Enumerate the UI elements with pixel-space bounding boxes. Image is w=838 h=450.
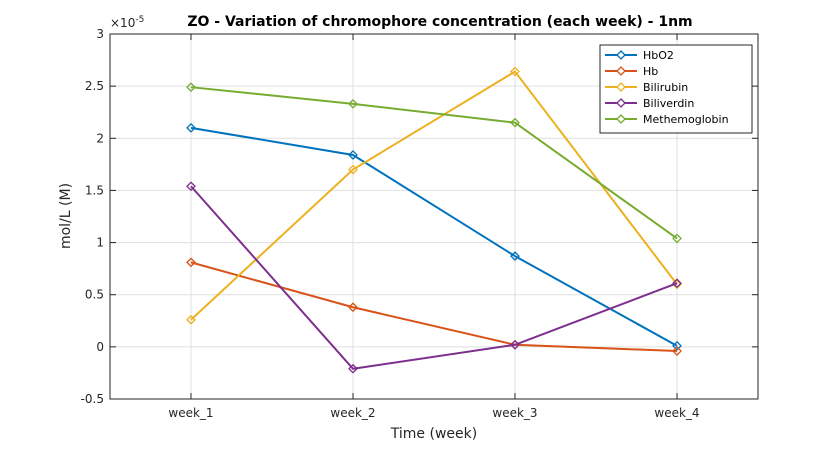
series-methemoglobin bbox=[186, 82, 682, 244]
data-point-hb bbox=[186, 257, 196, 268]
x-axis-ticks: week_1 week_2 week_3 week_4 bbox=[168, 34, 700, 420]
data-point-biliverdin bbox=[186, 181, 196, 192]
x-tick-label: week_4 bbox=[654, 406, 699, 420]
x-tick-label: week_1 bbox=[168, 406, 213, 420]
series-biliverdin bbox=[186, 181, 682, 374]
y-tick-label: 1.5 bbox=[85, 183, 104, 197]
y-axis-label: mol/L (M) bbox=[58, 183, 74, 249]
data-point-hb bbox=[672, 346, 682, 356]
data-point-hb bbox=[348, 302, 358, 313]
legend-item-hbo2: HbO2 bbox=[605, 49, 674, 62]
legend-item-hb: Hb bbox=[605, 65, 658, 78]
x-axis-label: Time (week) bbox=[390, 426, 477, 442]
series-line-bilirubin bbox=[190, 70, 678, 321]
y-tick-label: -0.5 bbox=[81, 392, 104, 406]
legend-marker bbox=[616, 98, 626, 108]
series-layer bbox=[186, 66, 682, 374]
y-exponent-power: -5 bbox=[135, 15, 144, 25]
legend-item-bilirubin: Bilirubin bbox=[605, 81, 688, 94]
legend-marker bbox=[616, 114, 626, 124]
legend-marker bbox=[616, 66, 626, 76]
series-line-hbo2 bbox=[190, 126, 678, 347]
data-point-methemoglobin bbox=[186, 82, 196, 93]
legend-label: HbO2 bbox=[643, 49, 674, 62]
y-tick-label: 2 bbox=[96, 131, 104, 145]
y-tick-label: 3 bbox=[96, 27, 104, 41]
data-point-biliverdin bbox=[510, 339, 520, 350]
y-tick-label: 0 bbox=[96, 340, 104, 354]
data-point-hbo2 bbox=[510, 251, 520, 262]
legend-label: Bilirubin bbox=[643, 81, 688, 94]
data-point-hbo2 bbox=[672, 340, 682, 351]
data-point-methemoglobin bbox=[672, 233, 682, 244]
legend-marker bbox=[616, 82, 626, 92]
x-tick-label: week_2 bbox=[330, 406, 375, 420]
y-tick-label: 2.5 bbox=[85, 79, 104, 93]
series-line-hb bbox=[190, 261, 678, 353]
series-hbo2 bbox=[186, 122, 682, 351]
legend-label: Hb bbox=[643, 65, 658, 78]
data-point-biliverdin bbox=[672, 278, 682, 289]
y-axis-ticks: -0.5 0 0.5 1 1.5 2 2.5 3 bbox=[81, 27, 758, 406]
legend-marker bbox=[616, 50, 626, 60]
x-tick-label: week_3 bbox=[492, 406, 537, 420]
y-exponent-base: ×10 bbox=[110, 16, 135, 30]
plot-frame bbox=[109, 33, 759, 400]
data-point-methemoglobin bbox=[510, 117, 520, 128]
data-point-bilirubin bbox=[672, 279, 682, 290]
series-line-methemoglobin bbox=[190, 86, 678, 240]
legend-item-methemoglobin: Methemoglobin bbox=[605, 113, 729, 126]
legend-label: Biliverdin bbox=[643, 97, 694, 110]
data-point-methemoglobin bbox=[348, 98, 358, 109]
y-tick-label: 0.5 bbox=[85, 288, 104, 302]
data-point-hbo2 bbox=[348, 150, 358, 160]
legend: HbO2 Hb Bilirubin Biliverdin Methemoglobin bbox=[599, 44, 753, 134]
series-bilirubin bbox=[186, 66, 682, 325]
data-point-hbo2 bbox=[186, 122, 196, 133]
legend-label: Methemoglobin bbox=[643, 113, 729, 126]
chart-title: ZO - Variation of chromophore concentrat… bbox=[187, 14, 692, 30]
data-point-bilirubin bbox=[186, 314, 196, 325]
data-point-biliverdin bbox=[348, 363, 358, 374]
series-line-biliverdin bbox=[190, 185, 678, 370]
y-tick-label: 1 bbox=[96, 236, 104, 250]
y-axis-exponent: ×10-5 bbox=[110, 15, 144, 30]
legend-item-biliverdin: Biliverdin bbox=[605, 97, 694, 110]
data-point-bilirubin bbox=[348, 164, 358, 175]
data-point-bilirubin bbox=[510, 66, 520, 77]
